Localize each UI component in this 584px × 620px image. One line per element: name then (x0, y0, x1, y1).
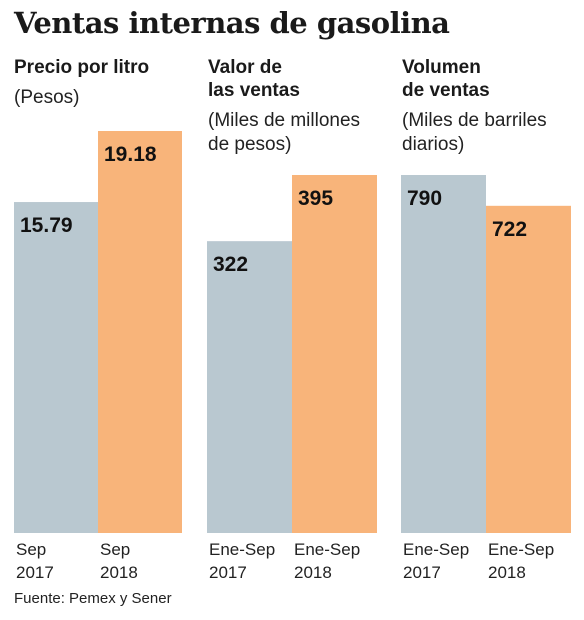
bar-p2-0 (401, 175, 486, 533)
panel-unit-precio: (Pesos) (14, 87, 80, 108)
category-label-p0-0-line1: 2017 (16, 563, 54, 582)
category-label-p2-1-line0: Ene-Sep (488, 540, 554, 559)
bar-p2-1 (486, 205, 571, 533)
panel-title-volumen: Volumen de ventas (402, 57, 490, 101)
category-label-p2-0-line0: Ene-Sep (403, 540, 469, 559)
category-label-p0-0-line0: Sep (16, 540, 46, 559)
category-label-p2-0-line1: 2017 (403, 563, 441, 582)
panel-title-valor: Valor de las ventas (208, 57, 300, 101)
category-label-p1-1-line1: 2018 (294, 563, 332, 582)
chart-title: Ventas internas de gasolina (14, 6, 450, 40)
source-note: Fuente: Pemex y Sener (14, 590, 172, 607)
value-label-p2-1: 722 (492, 218, 527, 241)
value-label-p1-0: 322 (213, 253, 248, 276)
category-label-p1-0-line1: 2017 (209, 563, 247, 582)
category-label-p0-1-line1: 2018 (100, 563, 138, 582)
category-label-p0-1-line0: Sep (100, 540, 130, 559)
panel-unit-volumen: (Miles de barriles diarios) (402, 110, 547, 155)
category-label-p1-0-line0: Ene-Sep (209, 540, 275, 559)
value-label-p1-1: 395 (298, 187, 333, 210)
category-label-p2-1-line1: 2018 (488, 563, 526, 582)
panel-title-precio: Precio por litro (14, 57, 150, 78)
bar-p0-0 (14, 202, 98, 534)
value-label-p0-0: 15.79 (20, 214, 73, 237)
value-label-p0-1: 19.18 (104, 143, 157, 166)
bar-p0-1 (98, 131, 182, 533)
panel-unit-valor: (Miles de millones de pesos) (208, 110, 361, 155)
bar-p1-1 (292, 175, 377, 533)
category-label-p1-1-line0: Ene-Sep (294, 540, 360, 559)
bar-p1-0 (207, 241, 292, 533)
value-label-p2-0: 790 (407, 187, 442, 210)
